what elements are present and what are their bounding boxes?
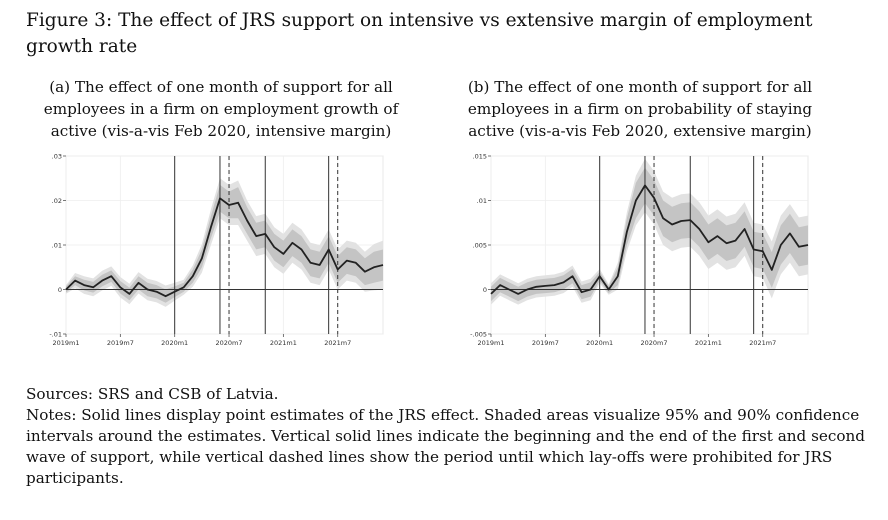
- x-tick-label: 2021m7: [324, 339, 351, 347]
- y-tick-label: .005: [473, 242, 487, 250]
- x-tick-label: 2021m1: [695, 339, 722, 347]
- y-tick-label: -.005: [470, 331, 487, 339]
- y-tick-label: .015: [473, 153, 487, 161]
- x-tick-label: 2021m7: [749, 339, 776, 347]
- y-tick-label: .01: [477, 197, 487, 205]
- y-tick-label: 0: [58, 286, 62, 294]
- y-tick-label: 0: [483, 286, 487, 294]
- y-tick-label: .02: [52, 197, 62, 205]
- y-tick-label: .01: [52, 242, 62, 250]
- sources-text: Sources: SRS and CSB of Latvia.: [26, 385, 279, 403]
- ci90-band: [491, 167, 808, 302]
- y-tick-label: .03: [52, 153, 62, 161]
- figure-notes: Sources: SRS and CSB of Latvia. Notes: S…: [26, 384, 871, 489]
- x-tick-label: 2019m1: [477, 339, 504, 347]
- ci95-band: [491, 158, 808, 305]
- x-tick-label: 2019m1: [52, 339, 79, 347]
- chart-panel-b: -.005 0 .005 .01 .015 2019m1 2019m7 2020m1 2020m…: [470, 153, 809, 347]
- panel-b-title: (b) The effect of one month of support f…: [467, 78, 813, 140]
- x-tick-label: 2021m1: [270, 339, 297, 347]
- figure-title: Figure 3: The effect of JRS support on i…: [26, 10, 813, 57]
- panel-a-title: (a) The effect of one month of support f…: [43, 78, 399, 140]
- point-estimate-line: [490, 184, 809, 295]
- x-tick-label: 2020m7: [641, 339, 668, 347]
- ci90-band: [66, 184, 383, 303]
- x-tick-label: 2020m1: [161, 339, 188, 347]
- notes-text: Notes: Solid lines display point estimat…: [26, 406, 866, 487]
- x-tick-label: 2019m7: [107, 339, 134, 347]
- x-tick-label: 2020m1: [586, 339, 613, 347]
- y-tick-label: -.01: [49, 331, 62, 339]
- point-estimate-line: [65, 197, 384, 298]
- x-tick-label: 2020m7: [216, 339, 243, 347]
- x-tick-label: 2019m7: [532, 339, 559, 347]
- chart-panel-a: -.01 0 .01 .02 .03 2019m1 2019m7 2020m1 2020m7 20…: [49, 153, 384, 347]
